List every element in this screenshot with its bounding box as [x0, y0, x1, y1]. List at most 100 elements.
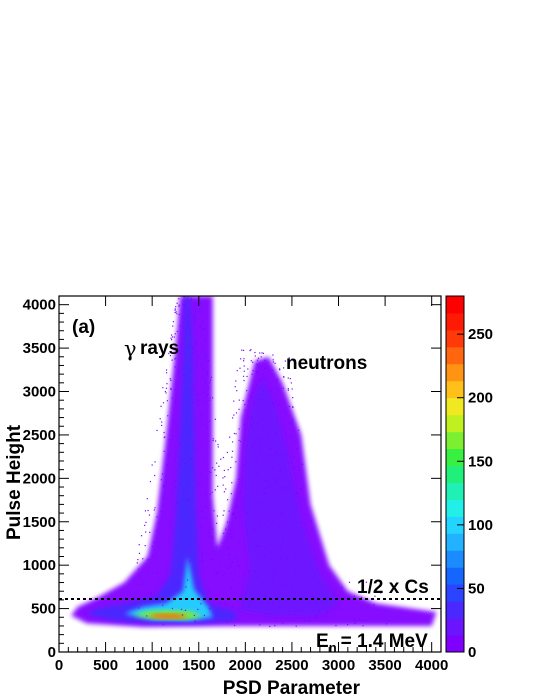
- density-dot: [244, 439, 246, 441]
- density-dot: [231, 450, 234, 452]
- density-dot: [213, 569, 215, 572]
- density-dot: [204, 338, 206, 341]
- density-dot: [242, 375, 245, 377]
- density-dot: [256, 398, 258, 400]
- density-dot: [209, 397, 211, 399]
- density-dot: [287, 388, 289, 390]
- density-dot: [298, 469, 300, 471]
- density-dot: [292, 419, 294, 421]
- density-dot: [313, 597, 315, 599]
- density-dot: [272, 580, 274, 582]
- density-dot: [277, 492, 280, 494]
- density-dot: [226, 621, 229, 623]
- density-dot: [208, 536, 210, 538]
- density-dot: [169, 378, 171, 380]
- colorbar-segment: [446, 516, 464, 534]
- density-dot: [231, 514, 234, 517]
- density-dot: [215, 546, 218, 548]
- density-dot: [287, 389, 289, 391]
- density-dot: [192, 374, 195, 376]
- density-dot: [224, 565, 226, 567]
- density-dot: [354, 619, 356, 622]
- density-dot: [276, 563, 278, 566]
- density-dot: [199, 296, 201, 298]
- density-dot: [232, 604, 234, 606]
- density-dot: [209, 493, 212, 495]
- density-dot: [198, 447, 200, 449]
- gamma-label: rays: [140, 338, 179, 359]
- density-dot: [283, 376, 285, 378]
- density-dot: [290, 589, 292, 592]
- density-dot: [248, 604, 250, 606]
- density-dot: [304, 521, 306, 523]
- density-dot: [191, 502, 194, 504]
- density-dot: [228, 558, 230, 560]
- density-dot: [341, 586, 343, 588]
- density-dot: [196, 354, 198, 356]
- density-dot: [233, 530, 235, 532]
- density-dot: [283, 530, 285, 532]
- density-dot: [288, 405, 290, 408]
- density-dot: [255, 525, 257, 527]
- density-dot: [238, 439, 240, 442]
- density-dot: [175, 357, 177, 359]
- density-dot: [160, 405, 162, 407]
- density-dot: [227, 546, 229, 549]
- density-dot: [251, 391, 254, 394]
- density-dot: [178, 371, 180, 373]
- density-dot: [202, 560, 204, 562]
- density-dot: [136, 562, 138, 564]
- density-dot: [302, 514, 304, 516]
- density-dot: [179, 476, 181, 478]
- density-dot: [269, 605, 271, 607]
- density-dot: [208, 420, 211, 422]
- density-dot: [172, 466, 175, 468]
- density-dot: [212, 578, 214, 580]
- density-dot: [262, 428, 264, 430]
- density-dot: [258, 576, 260, 578]
- density-dot: [177, 502, 179, 504]
- density-dot: [268, 389, 270, 391]
- density-dot: [261, 418, 264, 421]
- density-dot: [140, 535, 143, 537]
- density-dot: [231, 512, 233, 515]
- density-dot: [272, 603, 274, 606]
- density-dot: [228, 554, 230, 556]
- density-dot: [295, 521, 297, 523]
- density-dot: [310, 577, 312, 579]
- density-dot: [200, 414, 202, 416]
- density-dot: [299, 525, 301, 527]
- density-dot: [335, 624, 337, 627]
- density-dot: [192, 390, 194, 392]
- density-dot: [224, 476, 226, 478]
- density-dot: [294, 572, 296, 574]
- density-dot: [380, 592, 382, 594]
- density-dot: [165, 387, 168, 389]
- density-dot: [276, 381, 278, 383]
- density-dot: [181, 531, 183, 534]
- density-dot: [190, 297, 192, 300]
- density-dot: [172, 499, 175, 501]
- density-dot: [172, 420, 174, 422]
- density-dot: [268, 613, 270, 615]
- density-dot: [207, 531, 209, 533]
- density-dot: [164, 566, 166, 568]
- density-dot: [278, 601, 281, 603]
- density-dot: [256, 461, 258, 463]
- density-dot: [238, 399, 240, 401]
- density-dot: [250, 425, 253, 427]
- density-dot: [169, 473, 171, 475]
- density-dot: [294, 556, 296, 559]
- density-dot: [240, 492, 242, 494]
- density-dot: [156, 516, 158, 518]
- density-dot: [199, 473, 202, 476]
- density-dot: [291, 462, 293, 464]
- density-dot: [175, 480, 177, 482]
- density-dot: [241, 610, 243, 612]
- density-dot: [200, 553, 203, 555]
- colorbar-tick-label: 0: [468, 644, 476, 661]
- density-dot: [169, 524, 171, 527]
- density-dot: [163, 595, 166, 598]
- density-dot: [326, 610, 328, 613]
- density-dot: [194, 342, 196, 344]
